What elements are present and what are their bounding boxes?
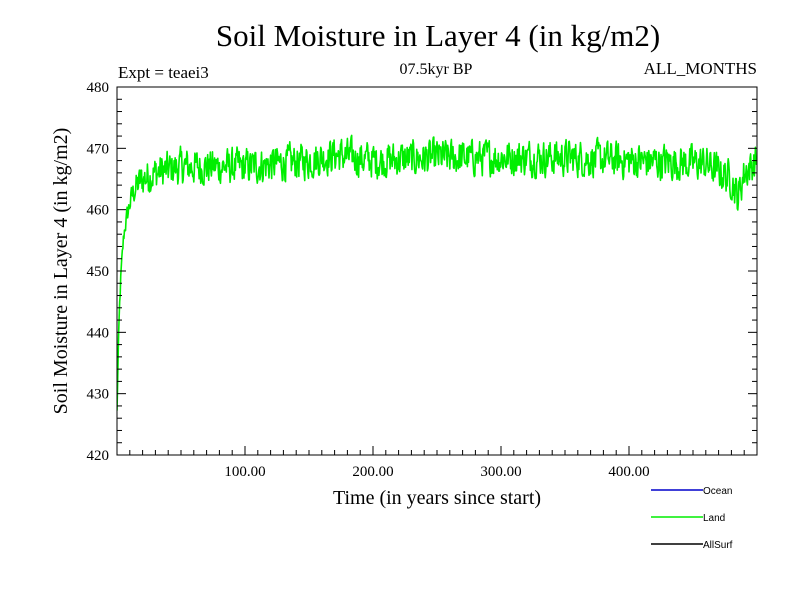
y-axis-label: Soil Moisture in Layer 4 (in kg/m2) xyxy=(50,128,72,415)
y-tick-label: 460 xyxy=(87,203,110,219)
legend-label-ocean: Ocean xyxy=(703,486,732,497)
period-label: 07.5kyr BP xyxy=(400,61,473,78)
y-tick-label: 430 xyxy=(87,387,110,403)
y-minor-ticks xyxy=(117,98,757,444)
y-tick-label: 450 xyxy=(87,264,110,280)
y-tick-label: 470 xyxy=(87,141,110,157)
y-tick-label: 440 xyxy=(87,325,110,341)
series-line-land xyxy=(117,134,757,411)
months-label: ALL_MONTHS xyxy=(644,59,757,78)
plot-area: 100.00 200.00 300.00 400.00 420 430 440 450 460… xyxy=(87,80,758,480)
x-minor-ticks xyxy=(129,450,745,455)
x-tick-label: 400.00 xyxy=(608,464,649,480)
experiment-label: Expt = teaei3 xyxy=(118,63,209,82)
chart-title: Soil Moisture in Layer 4 (in kg/m2) xyxy=(216,18,660,53)
x-tick-labels: 100.00 200.00 300.00 400.00 xyxy=(224,446,650,480)
legend-label-land: Land xyxy=(703,513,725,524)
legend: Ocean Land AllSurf xyxy=(651,486,733,551)
x-tick-label: 200.00 xyxy=(352,464,393,480)
x-axis-label: Time (in years since start) xyxy=(333,487,541,509)
y-tick-label: 480 xyxy=(87,80,110,96)
x-tick-label: 300.00 xyxy=(480,464,521,480)
legend-label-allsurf: AllSurf xyxy=(703,540,733,551)
x-tick-label: 100.00 xyxy=(224,464,265,480)
y-tick-labels: 420 430 440 450 460 470 480 xyxy=(87,80,757,464)
y-tick-label: 420 xyxy=(87,448,110,464)
